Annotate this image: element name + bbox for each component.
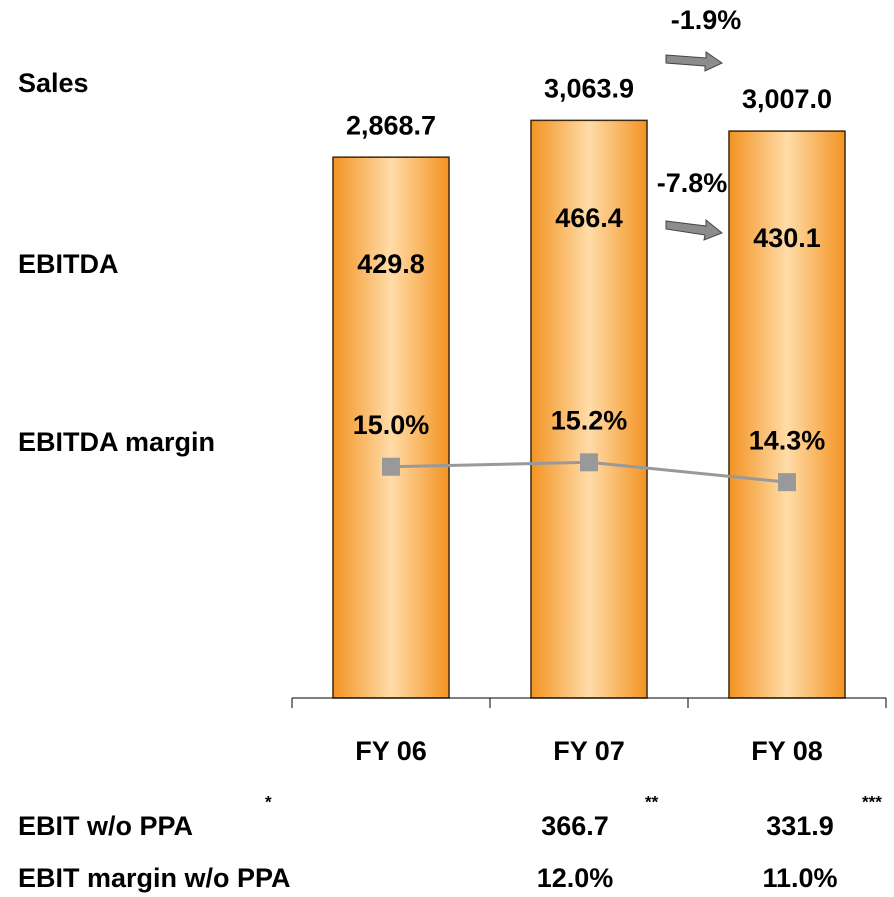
value-label: 430.1 — [753, 223, 821, 253]
bar — [332, 156, 450, 699]
footnote-mark: ** — [645, 792, 659, 811]
row-label: EBITDA margin — [18, 427, 215, 457]
footnote-mark: *** — [862, 792, 882, 811]
change-arrow — [665, 51, 724, 72]
x-tick-label: FY 07 — [553, 736, 625, 766]
value-label: 15.2% — [551, 405, 628, 435]
row-label: EBITDA — [18, 249, 119, 279]
value-label: 429.8 — [357, 249, 425, 279]
value-label: 3,007.0 — [742, 84, 832, 114]
change-arrow — [665, 218, 723, 241]
table-cell: 366.7 — [541, 811, 609, 841]
table-cell: 331.9 — [766, 811, 834, 841]
value-label: 14.3% — [749, 425, 826, 455]
marker — [580, 453, 598, 472]
annotation: -1.9% — [671, 5, 742, 35]
marker — [778, 473, 796, 492]
table-cell: 12.0% — [537, 863, 614, 893]
table-cell: 11.0% — [762, 863, 837, 893]
bar — [728, 130, 846, 699]
value-label: 15.0% — [353, 410, 430, 440]
x-tick-label: FY 06 — [355, 736, 427, 766]
value-label: 466.4 — [555, 203, 623, 233]
x-tick-label: FY 08 — [751, 736, 823, 766]
annotation: -7.8% — [657, 168, 728, 198]
marker — [382, 457, 400, 476]
value-label: 2,868.7 — [346, 110, 436, 140]
table-label: EBIT w/o PPA — [18, 811, 193, 841]
footnote-mark: * — [265, 792, 272, 811]
bar — [530, 119, 648, 699]
row-label: Sales — [18, 68, 89, 98]
value-label: 3,063.9 — [544, 73, 634, 103]
table-label: EBIT margin w/o PPA — [18, 863, 291, 893]
